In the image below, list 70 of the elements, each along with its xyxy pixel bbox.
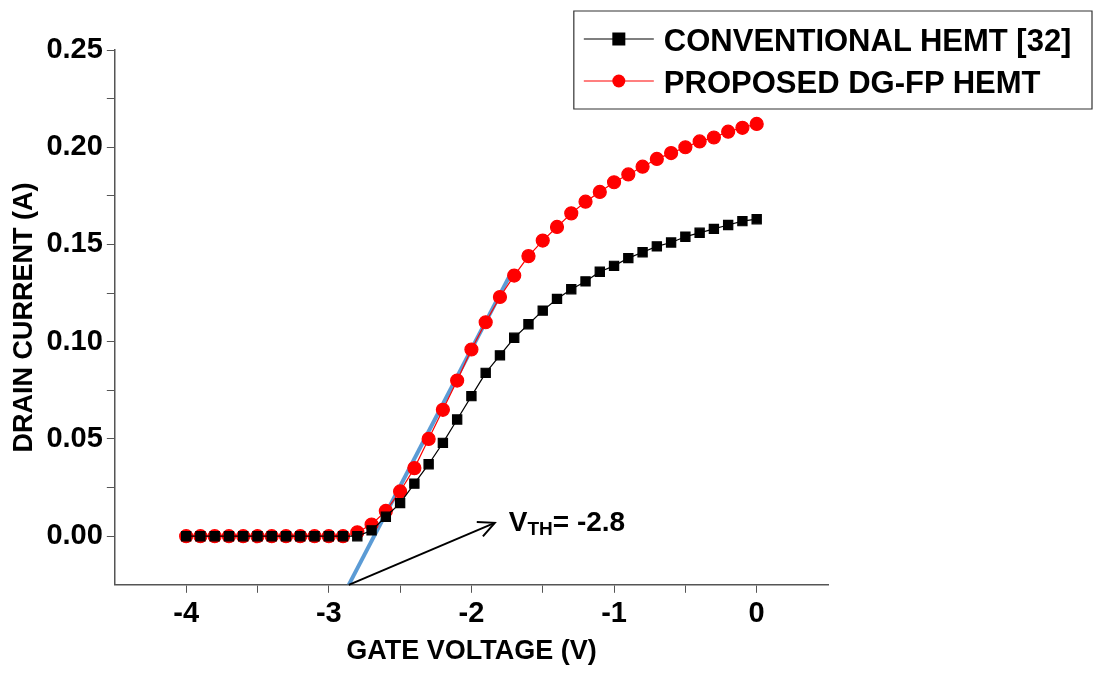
point <box>409 478 420 489</box>
point <box>737 215 748 227</box>
point <box>509 332 520 344</box>
point <box>521 249 536 264</box>
point <box>492 289 508 305</box>
point <box>637 247 648 258</box>
point <box>393 484 408 499</box>
y-axis-title: DRAIN CURRENT (A) <box>7 182 38 453</box>
y-tick-label: 0.00 <box>46 518 103 551</box>
point <box>665 237 677 248</box>
point <box>535 233 550 248</box>
point <box>592 184 607 200</box>
point <box>537 305 548 316</box>
x-axis-title: GATE VOLTAGE (V) <box>346 635 597 666</box>
point <box>566 284 577 295</box>
legend-label: PROPOSED DG-FP HEMT <box>663 64 1041 100</box>
point <box>580 276 591 287</box>
point <box>480 367 491 379</box>
point <box>421 431 436 447</box>
point <box>692 134 707 149</box>
point <box>507 268 522 283</box>
point <box>721 124 736 139</box>
point <box>435 402 450 417</box>
x-tick-label: -2 <box>458 596 485 629</box>
point <box>649 151 664 167</box>
point <box>735 120 750 135</box>
point <box>664 145 679 161</box>
point <box>594 266 605 277</box>
x-tick-label: -1 <box>601 596 627 629</box>
x-tick-label: -4 <box>173 596 200 629</box>
point <box>608 260 620 272</box>
point <box>551 293 563 305</box>
point <box>623 252 634 264</box>
point <box>466 390 477 402</box>
point <box>352 530 363 542</box>
point <box>437 437 449 449</box>
point <box>680 231 691 242</box>
point <box>464 342 479 357</box>
y-tick-label: 0.10 <box>46 323 103 356</box>
point <box>722 219 734 231</box>
point <box>635 159 650 174</box>
point <box>621 167 636 182</box>
point <box>694 227 705 238</box>
point <box>749 116 764 131</box>
point <box>549 219 565 235</box>
y-tick-label: 0.15 <box>46 226 103 259</box>
point <box>380 511 392 522</box>
point <box>366 525 377 536</box>
x-tick-label: -3 <box>315 596 342 629</box>
point <box>494 350 506 361</box>
point <box>523 319 534 330</box>
y-tick-label: 0.25 <box>46 32 103 64</box>
point <box>706 130 721 145</box>
point <box>451 414 463 425</box>
point <box>751 214 762 225</box>
point <box>478 315 493 330</box>
point <box>678 140 693 155</box>
point <box>708 223 720 235</box>
point <box>564 206 579 221</box>
point <box>394 497 406 509</box>
y-tick-label: 0.05 <box>46 420 103 453</box>
point <box>606 175 622 190</box>
point <box>578 194 593 209</box>
y-tick-label: 0.20 <box>46 129 103 162</box>
legend-label: CONVENTIONAL HEMT [32] <box>663 22 1072 58</box>
point <box>407 461 422 476</box>
point <box>450 373 465 388</box>
x-tick-label: 0 <box>748 596 765 629</box>
point <box>651 241 663 252</box>
point <box>423 459 434 470</box>
